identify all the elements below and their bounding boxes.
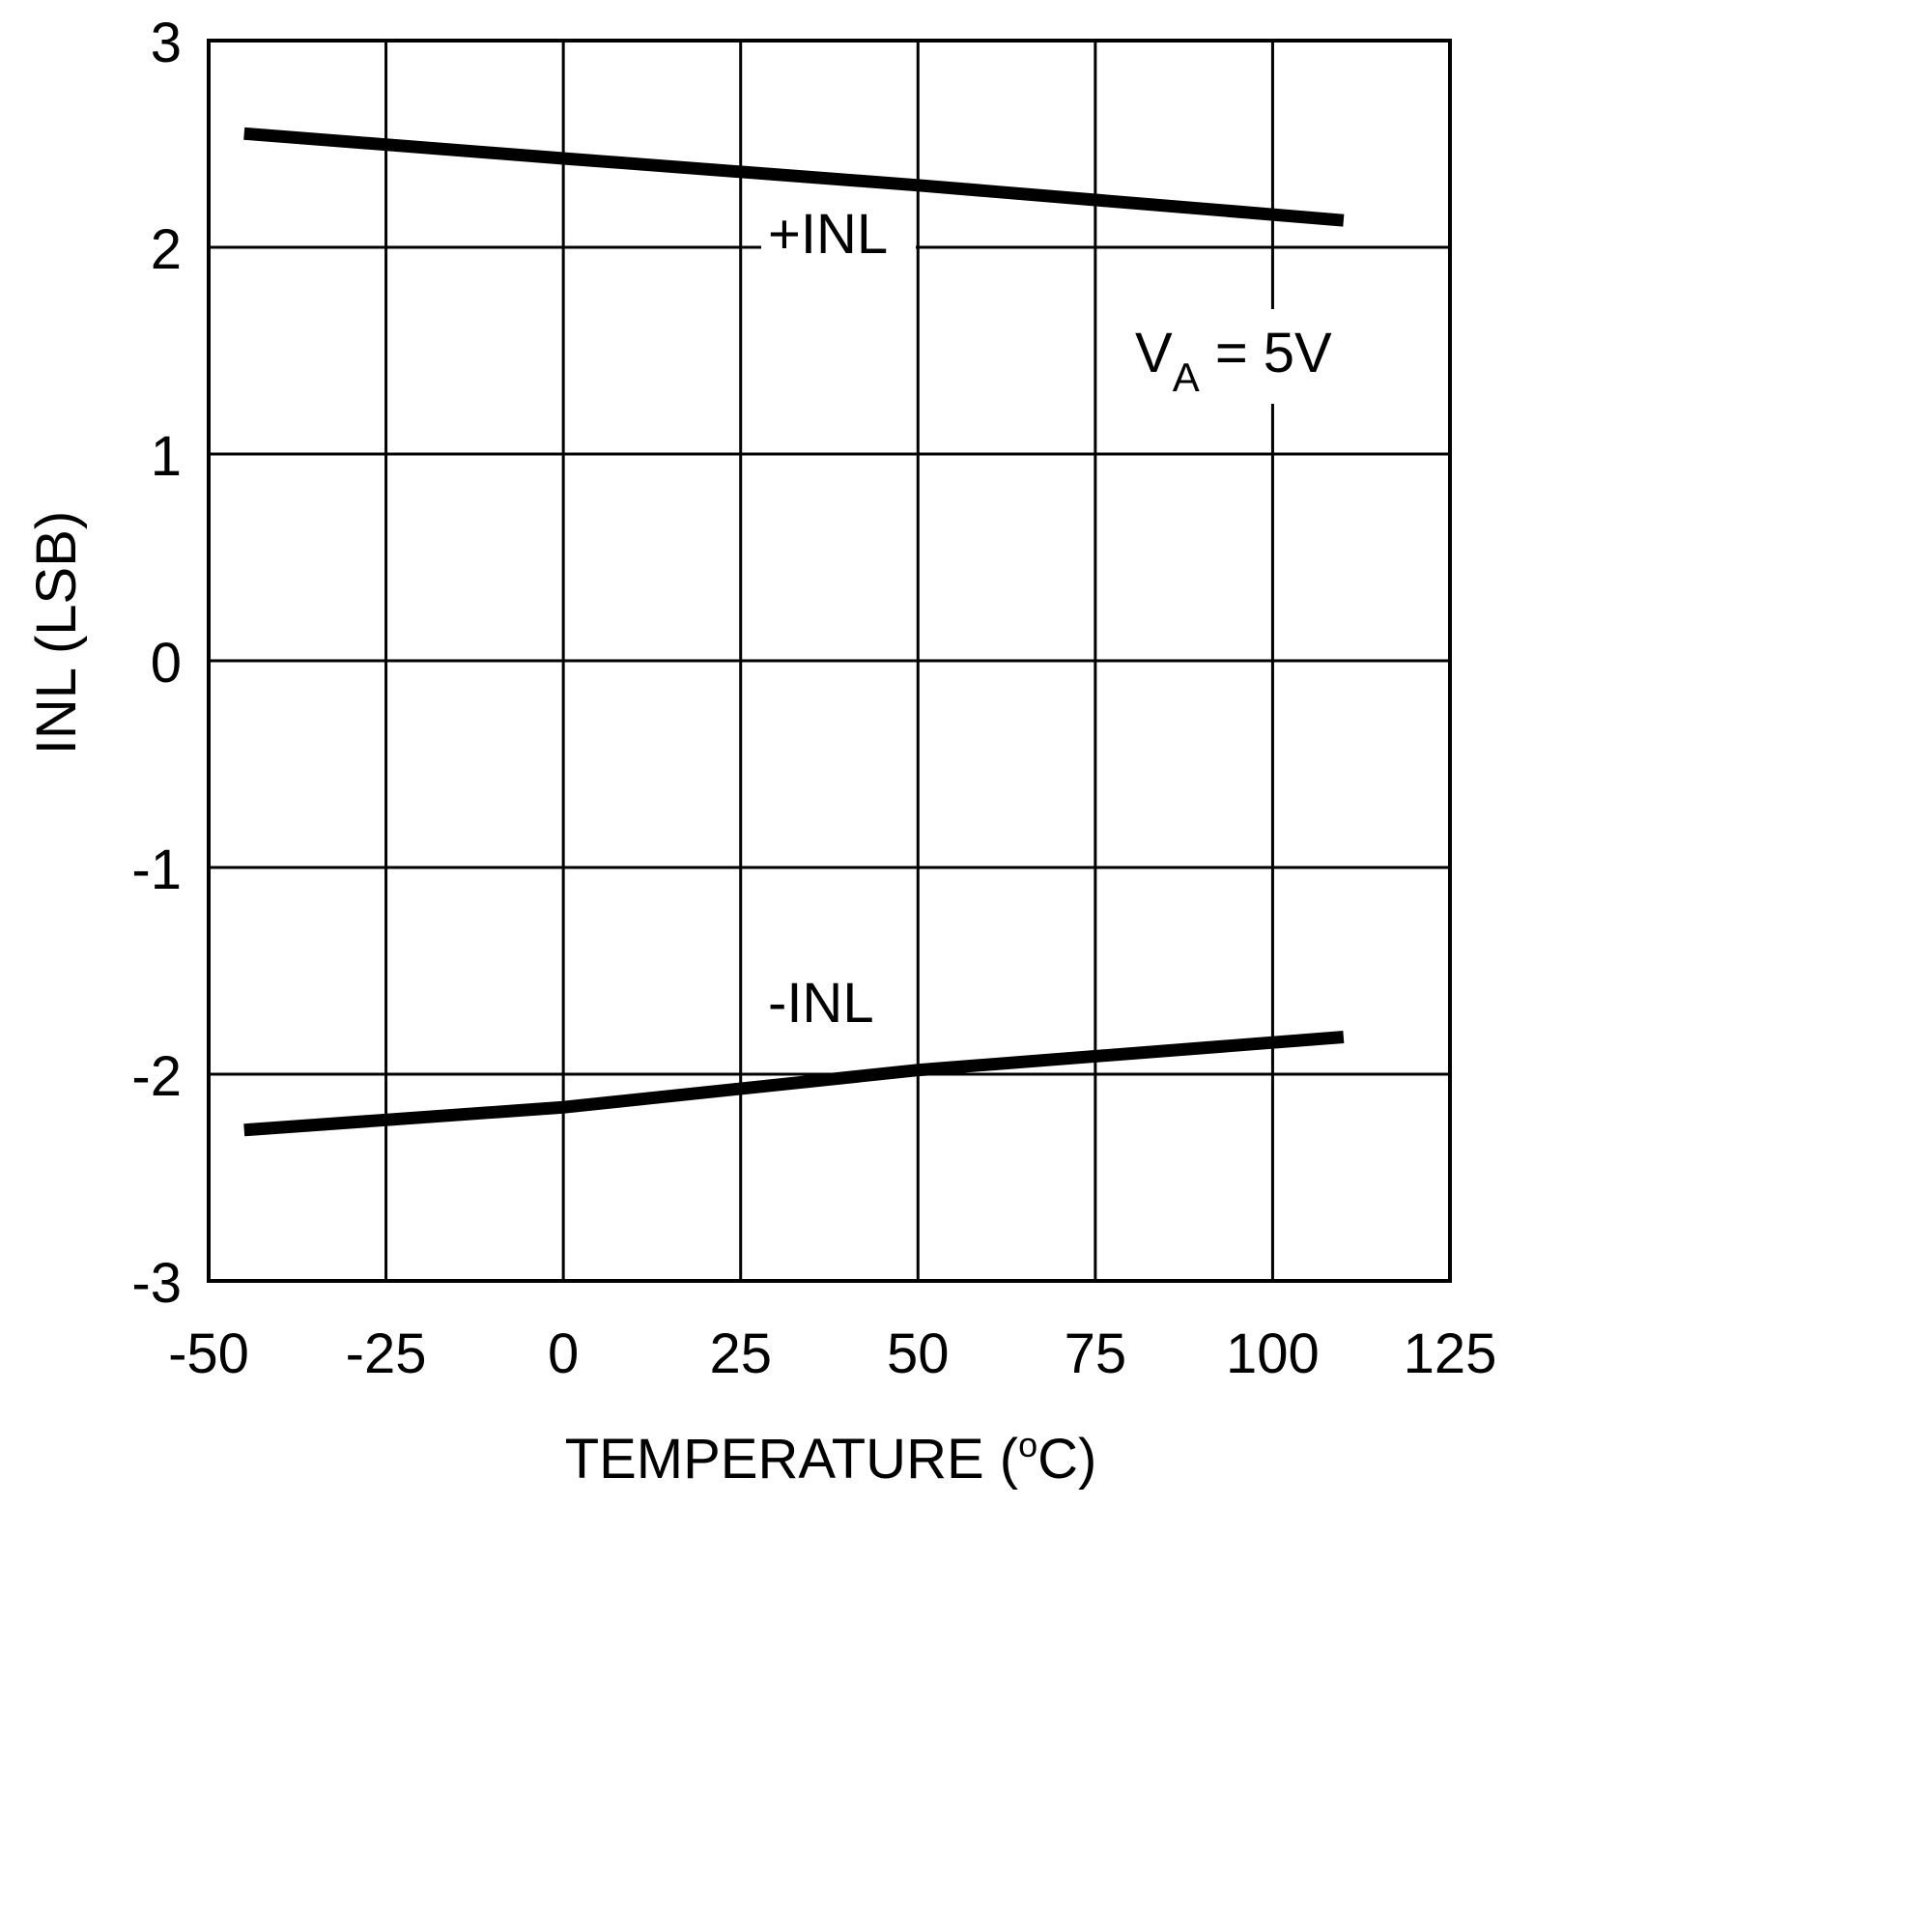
condition-label-bg [1125, 309, 1386, 404]
tick-labels: -50 -25 0 25 50 75 100 125 -3 -2 -1 0 1 2 3 [131, 12, 1496, 1385]
y-tick-label: -3 [131, 1252, 182, 1315]
plot-frame [207, 39, 1452, 1283]
x-tick-label: 0 [548, 1322, 579, 1385]
x-tick-label: 75 [1065, 1322, 1127, 1385]
x-tick-label: 25 [709, 1322, 772, 1385]
x-tick-label: 50 [887, 1322, 950, 1385]
y-tick-label: -2 [131, 1045, 182, 1108]
series-label-minus-inl: -INL [768, 972, 874, 1035]
x-tick-label: 125 [1404, 1322, 1497, 1385]
y-tick-label: -1 [131, 838, 182, 901]
y-tick-label: 2 [151, 218, 182, 281]
y-tick-label: 3 [151, 12, 182, 74]
condition-label: VA = 5V [1135, 322, 1332, 400]
series-line-plus-inl [243, 127, 1345, 227]
inl-vs-temperature-chart: +INL -INL VA = 5V -50 -25 0 25 50 75 100 125-3-… [25, 12, 1496, 1491]
x-tick-label: 100 [1226, 1322, 1320, 1385]
y-tick-label: 0 [151, 632, 182, 695]
series-line-minus-inl [243, 1030, 1345, 1137]
x-axis-label: TEMPERATURE (oC) [565, 1425, 1097, 1491]
x-tick-label: -50 [168, 1322, 249, 1385]
x-tick-label: -25 [346, 1322, 427, 1385]
y-tick-label: 1 [151, 425, 182, 488]
series-label-plus-inl: +INL [768, 203, 888, 266]
plus-inl-label-bg [761, 198, 916, 285]
y-axis-label: INL (LSB) [25, 511, 88, 754]
series-layer [243, 127, 1345, 1137]
